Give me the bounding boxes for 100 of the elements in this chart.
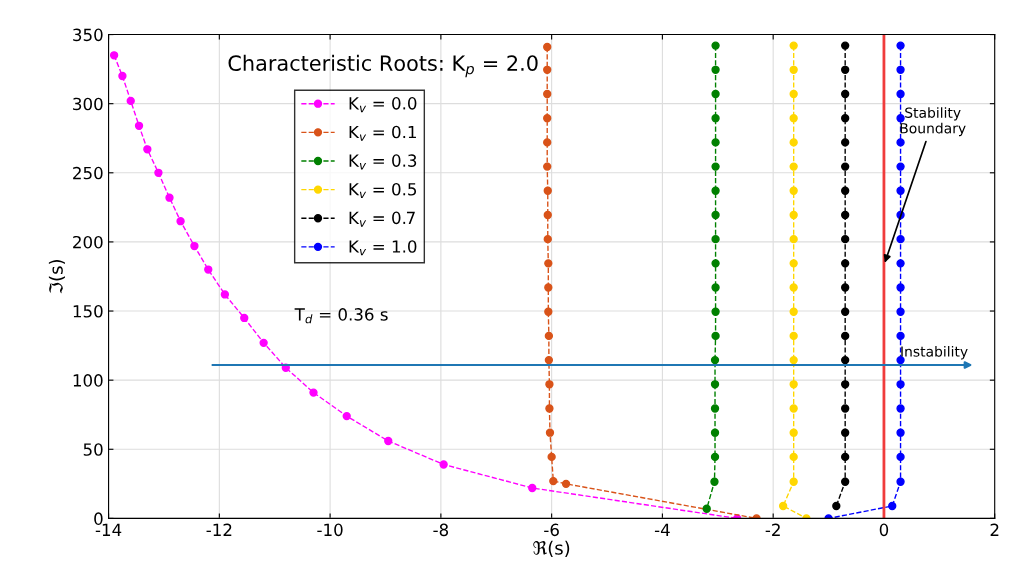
legend-label: K$_{v}$ = 1.0	[349, 240, 417, 256]
point	[190, 241, 199, 251]
point	[789, 428, 798, 437]
point	[545, 404, 554, 413]
point	[789, 162, 798, 171]
y-tick-label: 0	[94, 512, 103, 525]
point	[711, 259, 720, 268]
point	[711, 162, 720, 171]
x-tick-label: -4	[654, 523, 670, 536]
point	[841, 89, 850, 99]
point	[778, 501, 788, 511]
point	[711, 307, 720, 316]
point	[711, 114, 720, 123]
point	[789, 477, 798, 486]
point	[711, 65, 720, 74]
point	[711, 210, 720, 220]
point	[841, 477, 850, 486]
annotation: Stability Boundary	[900, 107, 966, 137]
point	[896, 331, 905, 341]
point	[841, 307, 850, 316]
point	[896, 477, 905, 486]
point	[118, 71, 127, 81]
point	[841, 234, 850, 244]
x-tick-label: -8	[433, 523, 449, 537]
point	[710, 380, 720, 389]
point	[702, 504, 711, 513]
point	[789, 41, 798, 50]
point	[896, 138, 905, 147]
point	[841, 210, 850, 220]
point	[841, 138, 850, 147]
annotation: T$_{d}$ = 0.36 s	[294, 308, 388, 324]
point	[789, 234, 798, 244]
point	[789, 186, 798, 195]
point	[789, 114, 798, 123]
point	[896, 404, 905, 413]
point	[789, 331, 798, 341]
point	[528, 483, 537, 493]
y-tick-label: 350	[73, 28, 103, 42]
point	[543, 210, 552, 220]
text: Characteristic Roots: K$_{p}$ = 2.0	[228, 54, 538, 78]
y-tick-label: 100	[73, 374, 103, 387]
point	[154, 168, 163, 177]
point	[711, 331, 720, 341]
legend-label: K$_{v}$ = 0.5	[349, 182, 417, 199]
point	[841, 186, 850, 195]
point	[789, 65, 798, 74]
point	[544, 283, 553, 292]
point	[710, 428, 720, 437]
point	[710, 452, 720, 462]
point	[710, 477, 719, 486]
point	[259, 338, 268, 348]
x-axis-title: ℜ(s)	[533, 540, 570, 557]
point	[896, 259, 905, 268]
point	[789, 259, 798, 268]
ref-line-label: Instability	[901, 345, 968, 360]
point	[896, 428, 905, 437]
point	[789, 307, 798, 316]
point	[165, 193, 174, 202]
point	[711, 41, 720, 50]
point	[841, 355, 850, 365]
point	[711, 186, 720, 195]
point	[841, 404, 850, 413]
point	[143, 145, 152, 154]
point	[896, 380, 905, 389]
point	[789, 355, 798, 365]
y-tick-label: 200	[73, 235, 103, 249]
point	[896, 89, 905, 99]
point	[789, 89, 798, 99]
point	[543, 186, 552, 195]
point	[176, 217, 185, 226]
x-tick-label: -2	[765, 523, 780, 536]
legend-label: K$_{v}$ = 0.7	[349, 211, 415, 227]
point	[841, 428, 850, 437]
point	[711, 89, 720, 99]
point	[240, 313, 249, 323]
x-tick-label: -12	[206, 523, 232, 536]
point	[841, 162, 850, 171]
point	[543, 162, 552, 171]
point	[309, 388, 318, 397]
point	[543, 138, 552, 147]
point	[789, 380, 798, 389]
point	[711, 138, 720, 147]
point	[888, 501, 897, 511]
point	[543, 234, 552, 244]
point	[544, 259, 553, 268]
point	[896, 452, 905, 462]
point	[109, 51, 119, 60]
point	[134, 121, 144, 130]
point	[544, 307, 553, 316]
point	[711, 234, 720, 244]
point	[561, 479, 571, 489]
point	[126, 96, 135, 106]
x-tick-label: -6	[544, 523, 559, 537]
point	[544, 355, 554, 365]
point	[710, 404, 720, 413]
y-tick-label: 50	[83, 443, 103, 456]
y-tick-label: 250	[73, 166, 103, 180]
point	[832, 501, 841, 511]
point	[896, 114, 905, 123]
point	[841, 114, 850, 123]
